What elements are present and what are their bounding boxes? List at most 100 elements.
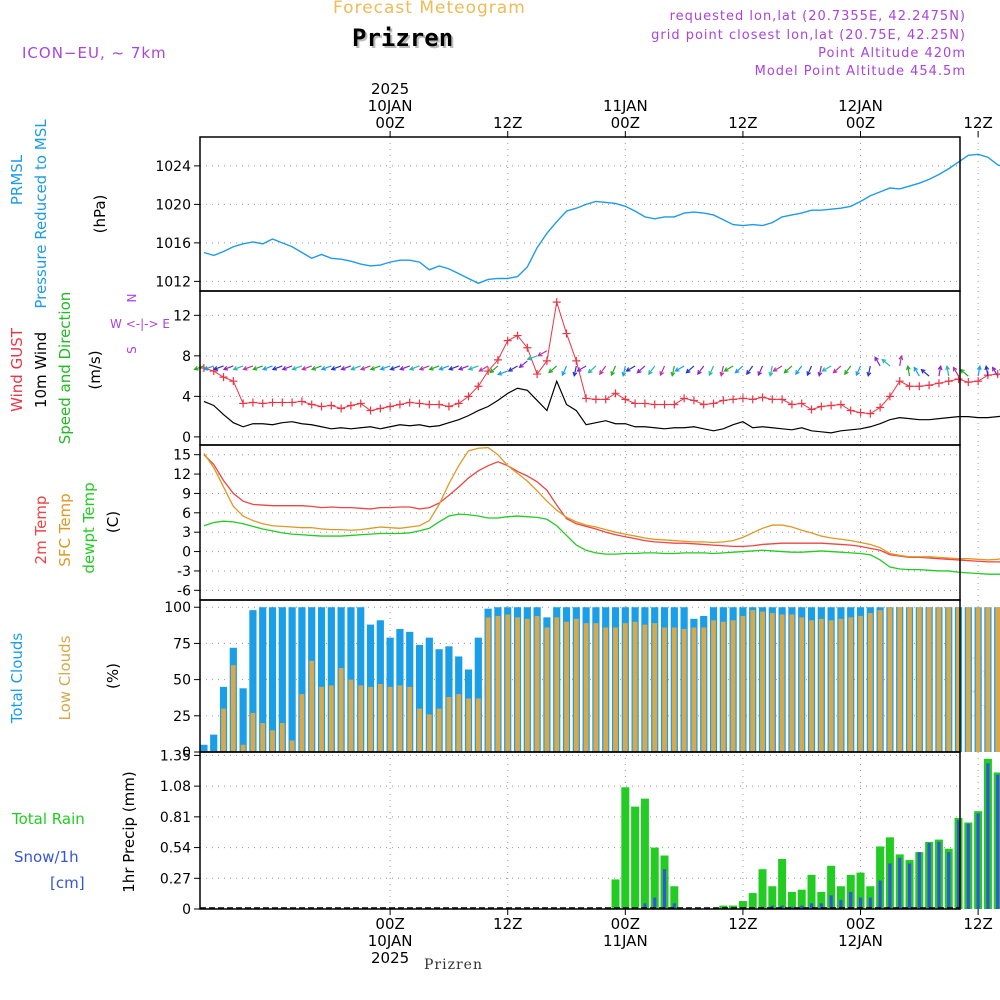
- wind-direction-arrow: [723, 367, 729, 372]
- wind-direction-arrow: [508, 365, 518, 372]
- gust-marker: [885, 392, 894, 401]
- rain-bar: [758, 869, 767, 909]
- model-label: ICON−EU, ~ 7km: [22, 44, 167, 62]
- wind-direction-arrow: [675, 365, 685, 372]
- time-label-bottom: 10JAN: [368, 932, 413, 950]
- low-cloud-bar: [466, 698, 471, 752]
- gust-marker: [356, 399, 365, 408]
- low-cloud-bar: [338, 668, 344, 752]
- y-tick-label: 1012: [155, 274, 191, 290]
- wind-direction-arrow: [359, 365, 366, 371]
- low-cloud-bar: [828, 620, 834, 752]
- low-cloud-bar: [613, 627, 618, 752]
- low-cloud-bar: [524, 618, 530, 752]
- low-cloud-bar: [730, 620, 736, 752]
- dewpt-label: dewpt Temp: [80, 482, 98, 573]
- gridpoint-coords: grid point closest lon,lat (20.75E, 42.2…: [651, 28, 966, 43]
- wind-label: 10m Wind: [32, 332, 50, 408]
- wind-direction-arrow: [232, 365, 238, 371]
- meteogram-title: Forecast Meteogram: [333, 0, 526, 18]
- wind-direction-arrow: [439, 365, 450, 370]
- rain-bar: [797, 889, 806, 909]
- y-tick-label: 0.54: [160, 841, 191, 857]
- wind-direction-arrow: [832, 368, 838, 374]
- low-cloud-bar: [965, 607, 971, 752]
- low-cloud-bar: [877, 610, 883, 752]
- rain-bar: [836, 886, 845, 909]
- low-cloud-bar: [867, 613, 873, 752]
- wind-direction-arrow: [719, 371, 725, 377]
- gust-marker: [866, 409, 875, 418]
- compass-ew: W <-|-> E: [110, 317, 170, 331]
- wind-direction-arrow: [548, 365, 558, 373]
- wind-direction-arrow: [204, 365, 214, 370]
- wind-direction-arrow: [301, 365, 307, 371]
- time-label-bottom: 11JAN: [603, 932, 648, 950]
- low-cloud-bar: [397, 685, 403, 752]
- wind-direction-arrow: [498, 370, 508, 376]
- low-cloud-bar: [368, 686, 373, 752]
- total-cloud-bar: [298, 607, 306, 752]
- wind-direction-arrow: [518, 363, 524, 369]
- gust-marker: [964, 378, 973, 387]
- total-cloud-bar: [210, 734, 218, 752]
- low-cloud-bar: [720, 621, 726, 752]
- wind-line: [203, 379, 1000, 434]
- low-cloud-bar: [662, 627, 667, 752]
- time-label-top: 00Z: [611, 114, 640, 132]
- snow-bar: [976, 813, 980, 909]
- low-cloud-bar: [426, 714, 432, 752]
- wind-direction-arrow: [992, 366, 997, 372]
- low-cloud-bar: [985, 607, 991, 752]
- wind-direction-arrow: [282, 365, 293, 370]
- wind-direction-arrow: [881, 358, 887, 364]
- wind-direction-arrow: [784, 365, 793, 374]
- low-cloud-bar: [799, 617, 805, 752]
- wind-direction-arrow: [724, 365, 734, 372]
- wind-direction-arrow: [252, 365, 258, 371]
- gust-marker: [337, 404, 346, 413]
- wind-direction-arrow: [697, 370, 702, 376]
- total-cloud-bar: [278, 607, 286, 752]
- pressure-label: PRMSL: [8, 154, 26, 205]
- low-cloud-bar: [642, 624, 648, 752]
- gust-marker: [738, 394, 747, 403]
- rain-bar: [787, 891, 796, 909]
- gust-marker: [258, 399, 267, 408]
- wind-direction-arrow: [899, 356, 903, 367]
- gust-marker: [219, 373, 228, 382]
- low-cloud-bar: [701, 627, 707, 752]
- wind-direction-arrow: [449, 365, 459, 370]
- low-cloud-bar: [838, 618, 844, 752]
- rain-bar: [778, 858, 787, 909]
- rain-bar: [856, 872, 865, 909]
- wind-direction-arrow: [340, 365, 346, 371]
- wind-direction-arrow: [321, 365, 332, 370]
- y-tick-label: 1016: [155, 236, 191, 252]
- time-label-top: 12Z: [728, 114, 757, 132]
- low-cloud-bar: [554, 617, 560, 752]
- wind-direction-arrow: [806, 371, 811, 377]
- wind-direction-arrow: [757, 365, 764, 376]
- gust-marker: [405, 398, 414, 407]
- total-cloud-bar: [474, 637, 482, 752]
- low-cloud-bar: [564, 621, 569, 752]
- gust-marker: [778, 395, 787, 404]
- wind-direction-arrow: [844, 370, 849, 376]
- y-tick-label: -3: [177, 564, 191, 580]
- low-cloud-bar: [475, 698, 481, 752]
- gust-marker: [846, 406, 855, 415]
- gust-marker: [650, 400, 659, 409]
- y-tick-label: 50: [173, 673, 191, 689]
- wind-direction-arrow: [497, 371, 503, 376]
- y-tick-label: 9: [182, 486, 191, 502]
- wind-direction-arrow: [537, 352, 543, 357]
- wind-direction-arrow: [659, 365, 666, 376]
- time-label-bottom: 12Z: [728, 915, 757, 933]
- model-altitude: Model Point Altitude 454.5m: [754, 64, 966, 79]
- wind-direction-arrow: [984, 365, 990, 371]
- gust-marker: [895, 377, 904, 386]
- y-tick-label: 4: [182, 389, 191, 405]
- low-cloud-bar: [417, 708, 422, 752]
- gust-marker: [876, 403, 885, 412]
